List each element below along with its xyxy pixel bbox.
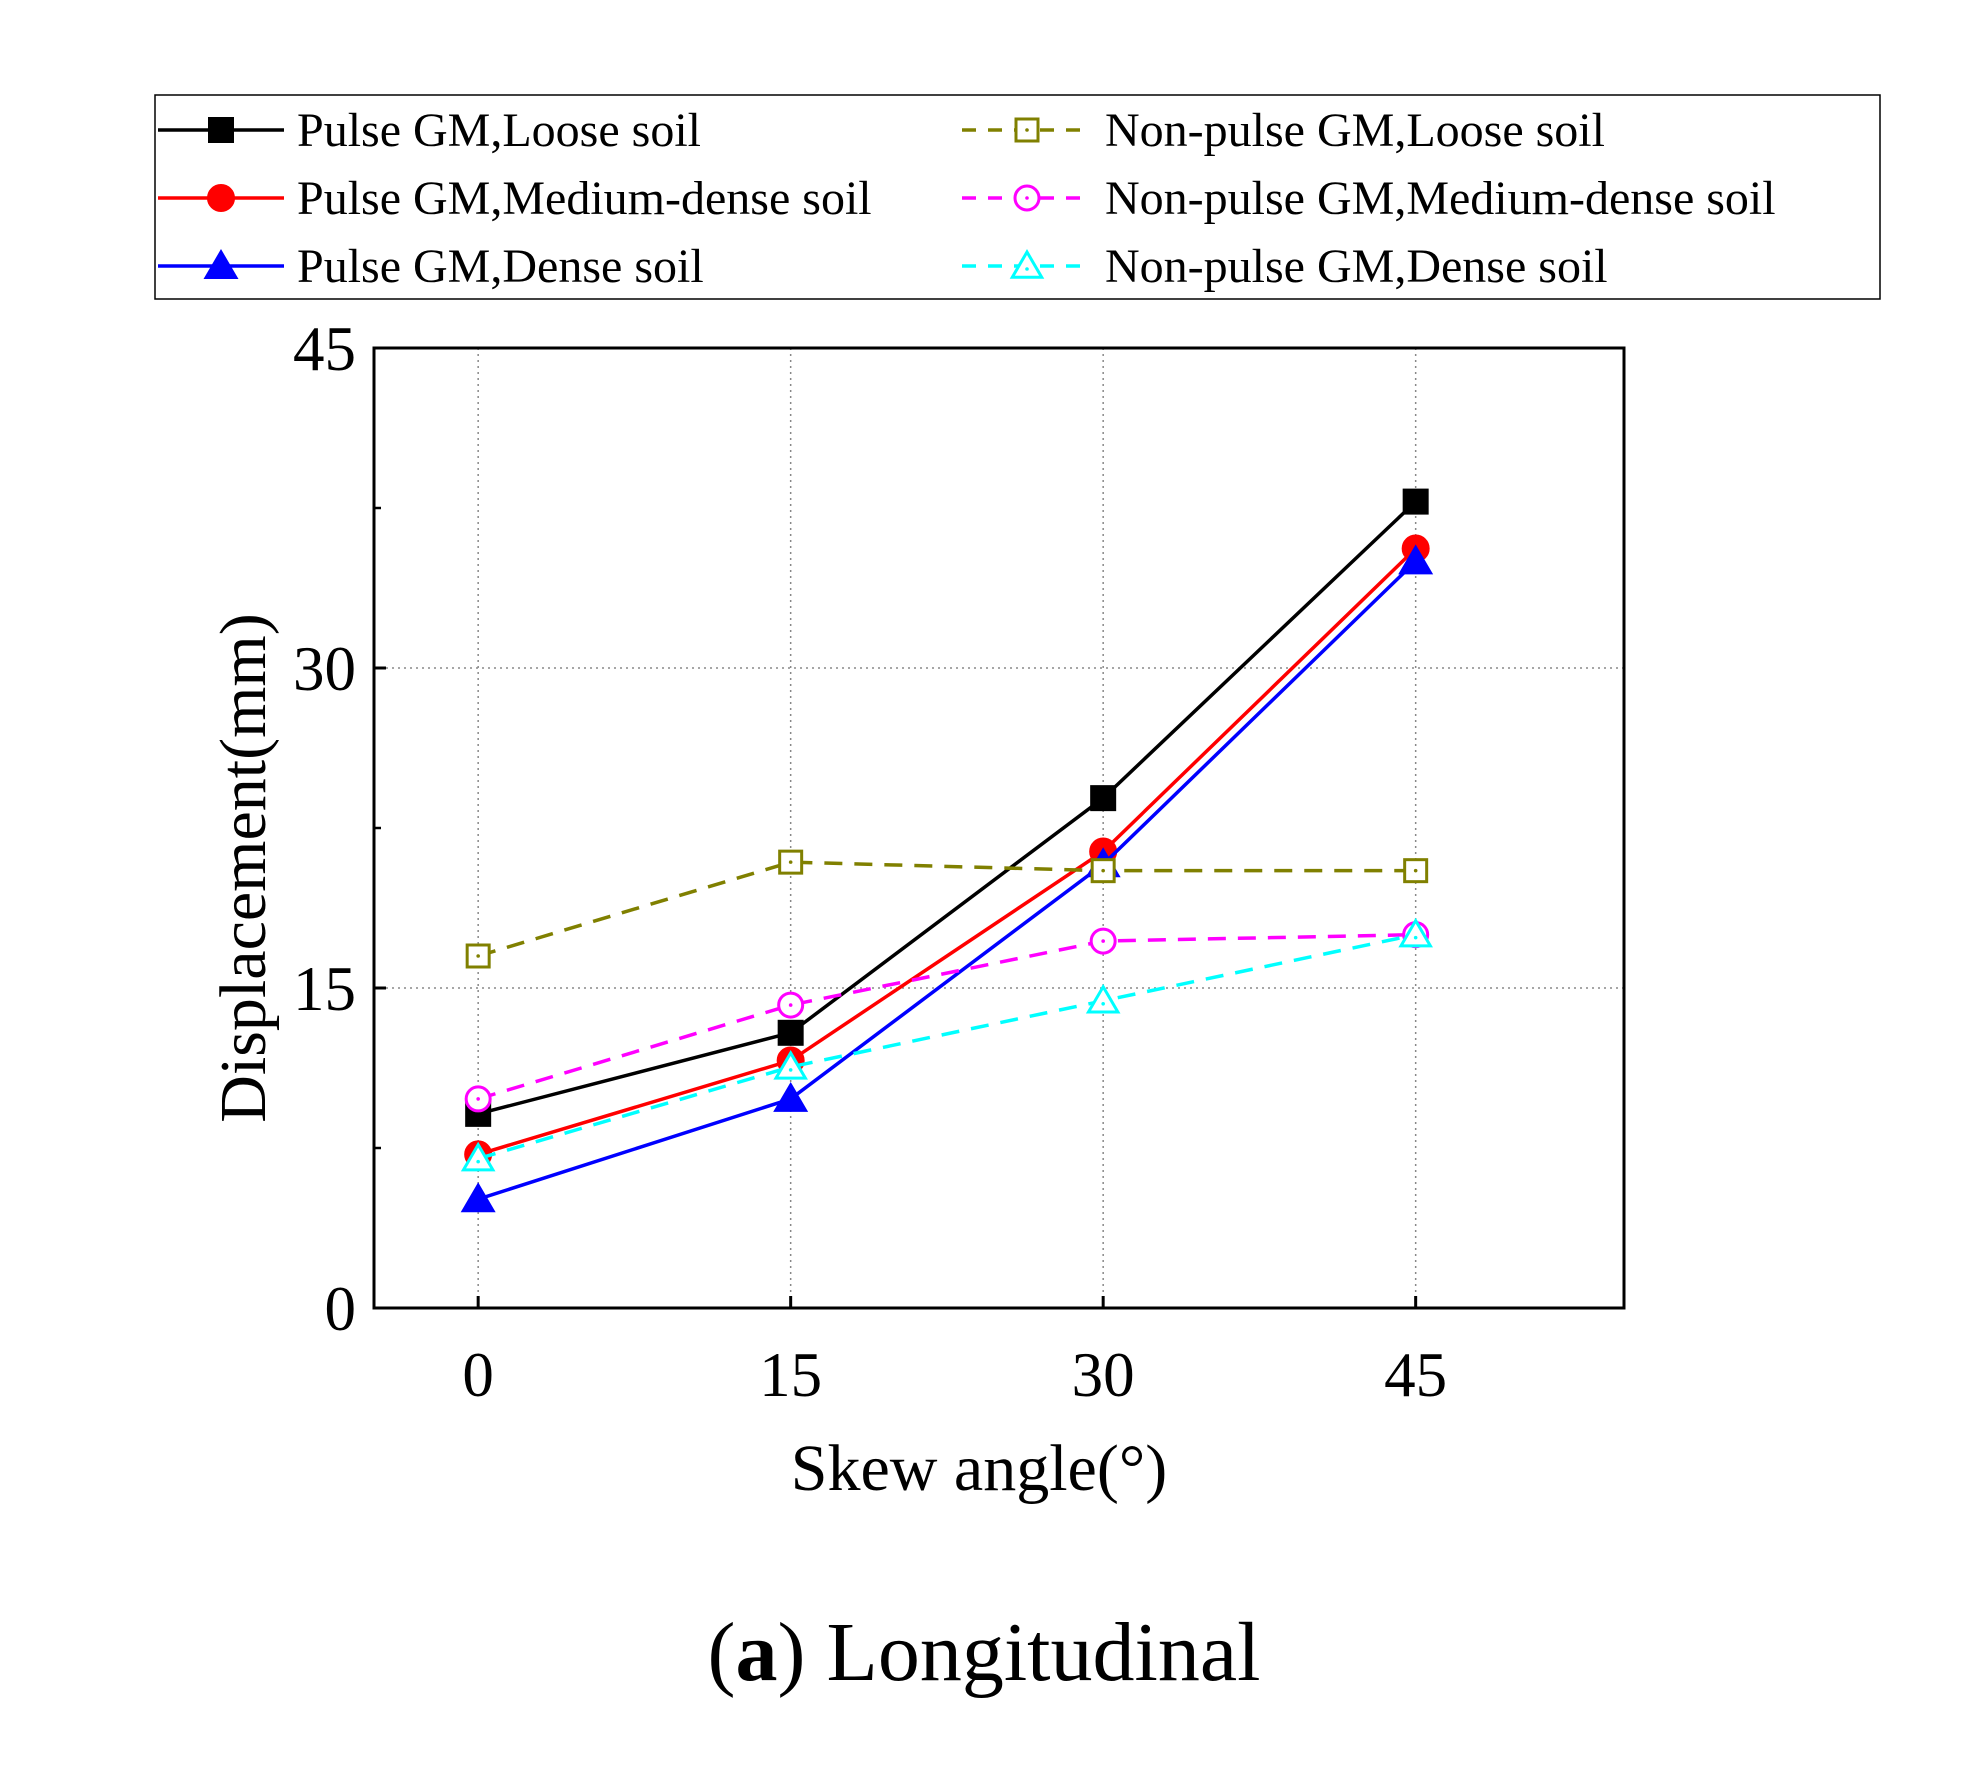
data-point-dot (476, 954, 480, 958)
data-point (460, 1141, 496, 1172)
series-line (477, 932, 1416, 1101)
data-point (773, 1081, 809, 1112)
data-point-dot (1101, 1002, 1105, 1006)
data-point (1090, 785, 1117, 812)
legend-label: Pulse GM,Dense soil (297, 240, 704, 293)
series-line (477, 932, 1417, 1161)
data-point-dot (788, 1003, 793, 1007)
y-axis-label: Displacement(mm) (207, 613, 280, 1123)
data-point-dot (1413, 868, 1418, 873)
data-point-dot (476, 1097, 480, 1101)
legend-label: Non-pulse GM,Loose soil (1105, 104, 1605, 157)
data-point (1402, 488, 1429, 515)
series-2 (460, 544, 1434, 1213)
legend-marker-dot (1025, 267, 1029, 271)
legend-label: Non-pulse GM,Dense soil (1105, 240, 1608, 293)
legend-marker (208, 117, 234, 143)
legend-item: Non-pulse GM,Medium-dense soil (962, 172, 1776, 225)
legend-label: Non-pulse GM,Medium-dense soil (1105, 172, 1776, 225)
legend-item: Pulse GM,Loose soil (158, 104, 701, 157)
series-4 (464, 921, 1430, 1113)
x-tick-label: 30 (1072, 1340, 1135, 1410)
data-point (773, 1049, 808, 1080)
legend: Pulse GM,Loose soil Pulse GM,Medium-dense… (154, 94, 1881, 300)
data-point-dot (1101, 868, 1105, 873)
series-3 (465, 849, 1429, 969)
series-0 (465, 488, 1429, 1127)
data-point (1398, 917, 1433, 948)
data-point-dot (788, 1068, 793, 1072)
series-5 (460, 917, 1433, 1172)
y-tick-label: 0 (325, 1274, 357, 1344)
figure-caption: (a) Longitudinal (708, 1606, 1261, 1699)
legend-item: Pulse GM,Dense soil (158, 240, 704, 293)
y-tick-label: 45 (293, 314, 356, 384)
series-line (477, 560, 1417, 1201)
data-point (777, 1019, 804, 1046)
x-tick-label: 15 (759, 1340, 822, 1410)
legend-item: Pulse GM,Medium-dense soil (158, 172, 872, 225)
legend-marker (207, 184, 235, 212)
legend-marker-dot (1025, 196, 1029, 200)
y-tick-label: 15 (293, 954, 356, 1024)
data-point-dot (476, 1159, 480, 1164)
data-point-dot (788, 860, 793, 864)
legend-item: Non-pulse GM,Dense soil (962, 240, 1608, 293)
series-line (477, 547, 1417, 1157)
legend-marker (1009, 249, 1045, 279)
legend-label: Pulse GM,Medium-dense soil (297, 172, 872, 225)
data-point-dot (1101, 939, 1105, 943)
x-tick-label: 0 (462, 1340, 494, 1410)
legend-marker-dot (1025, 128, 1029, 132)
x-axis-label: Skew angle(°) (791, 1432, 1167, 1505)
x-tick-label: 45 (1384, 1340, 1447, 1410)
legend-label: Pulse GM,Loose soil (297, 104, 701, 157)
series-1 (464, 534, 1430, 1169)
legend-marker (203, 249, 239, 279)
series-line (477, 500, 1417, 1116)
data-point (460, 1182, 496, 1213)
series-line (477, 860, 1416, 958)
y-tick-label: 30 (293, 634, 356, 704)
data-point (1085, 983, 1121, 1014)
data-point-dot (1413, 935, 1418, 940)
legend-item: Non-pulse GM,Loose soil (962, 104, 1605, 157)
data-point (1398, 544, 1434, 575)
plot-frame (372, 346, 1626, 1310)
